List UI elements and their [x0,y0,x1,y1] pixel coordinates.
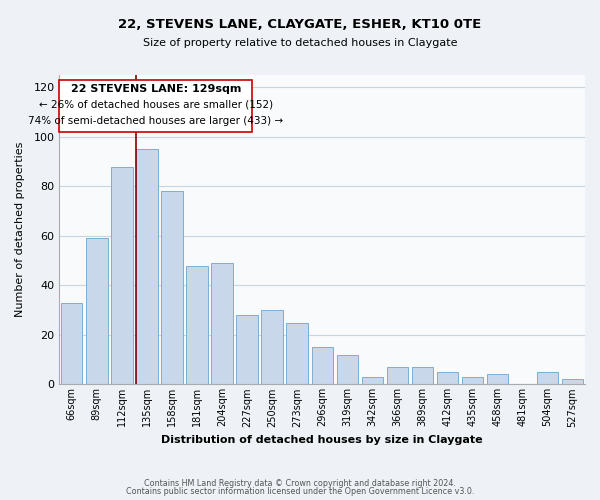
Bar [236,315,258,384]
Text: 22 STEVENS LANE: 129sqm: 22 STEVENS LANE: 129sqm [71,84,241,94]
Bar [462,377,483,384]
Bar [286,322,308,384]
Text: Contains HM Land Registry data © Crown copyright and database right 2024.: Contains HM Land Registry data © Crown c… [144,478,456,488]
Bar [61,302,82,384]
Bar [437,372,458,384]
Bar [111,166,133,384]
FancyBboxPatch shape [59,80,252,132]
Bar [487,374,508,384]
Bar [311,348,333,385]
Text: 22, STEVENS LANE, CLAYGATE, ESHER, KT10 0TE: 22, STEVENS LANE, CLAYGATE, ESHER, KT10 … [118,18,482,30]
Text: ← 26% of detached houses are smaller (152): ← 26% of detached houses are smaller (15… [38,100,273,110]
Text: Size of property relative to detached houses in Claygate: Size of property relative to detached ho… [143,38,457,48]
Bar [537,372,558,384]
Bar [211,263,233,384]
Text: Contains public sector information licensed under the Open Government Licence v3: Contains public sector information licen… [126,487,474,496]
Bar [86,238,107,384]
Bar [337,354,358,384]
Bar [412,367,433,384]
X-axis label: Distribution of detached houses by size in Claygate: Distribution of detached houses by size … [161,435,483,445]
Bar [262,310,283,384]
Bar [187,266,208,384]
Bar [386,367,408,384]
Bar [161,192,182,384]
Bar [362,377,383,384]
Y-axis label: Number of detached properties: Number of detached properties [15,142,25,318]
Text: 74% of semi-detached houses are larger (433) →: 74% of semi-detached houses are larger (… [28,116,283,126]
Bar [562,380,583,384]
Bar [136,150,158,384]
